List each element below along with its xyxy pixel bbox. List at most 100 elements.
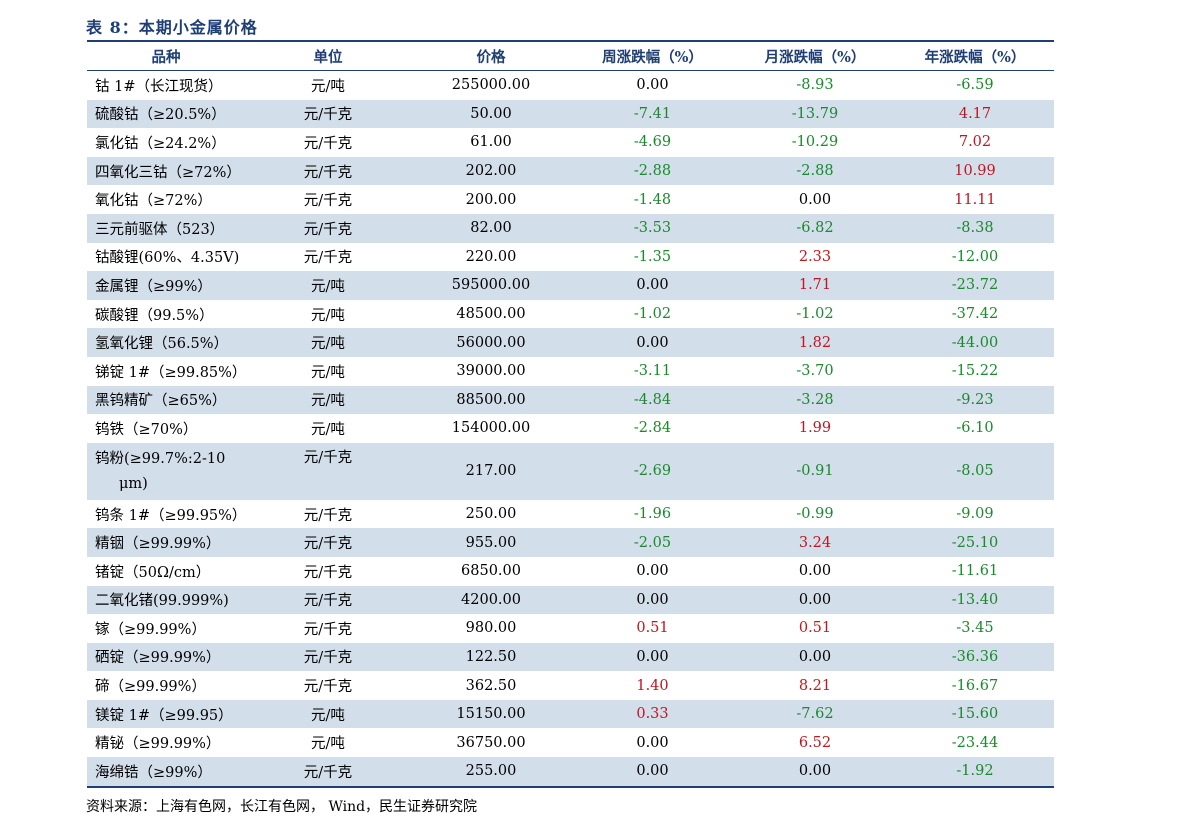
variety-cell: 钴酸锂(60%、4.35V) [95, 250, 240, 267]
monthly-change-cell: 3.24 [798, 534, 832, 551]
unit-cell: 元/千克 [303, 250, 353, 267]
header-unit: 单位 [313, 48, 343, 66]
yearly-change-cell: -3.45 [956, 620, 994, 637]
weekly-change-cell: -2.84 [633, 420, 672, 437]
monthly-change-cell: 1.99 [798, 420, 832, 437]
variety-cell: 金属锂（≥99%） [95, 278, 212, 295]
monthly-change-cell: -7.62 [796, 706, 834, 723]
monthly-change-cell: -6.82 [796, 220, 834, 237]
price-cell: 980.00 [465, 620, 517, 637]
weekly-change-cell: 0.51 [636, 620, 669, 637]
unit-cell: 元/千克 [303, 764, 353, 781]
price-cell: 122.50 [465, 648, 517, 665]
unit-cell: 元/千克 [303, 164, 353, 181]
unit-cell: 元/千克 [303, 107, 353, 124]
yearly-change-cell: -6.10 [956, 420, 994, 437]
monthly-change-cell: -3.28 [796, 391, 834, 408]
monthly-change-cell: -0.99 [796, 506, 834, 523]
unit-cell: 元/千克 [303, 449, 353, 466]
monthly-change-cell: -1.02 [796, 306, 834, 323]
price-cell: 955.00 [465, 534, 517, 551]
unit-cell: 元/千克 [303, 536, 353, 553]
yearly-change-cell: -23.44 [951, 734, 999, 751]
yearly-change-cell: -15.60 [951, 706, 999, 723]
variety-cell: 黑钨精矿（≥65%） [95, 393, 227, 410]
variety-cell: 二氧化锗(99.999%) [95, 593, 229, 610]
weekly-change-cell: -1.96 [633, 506, 672, 523]
weekly-change-cell: -1.48 [633, 191, 672, 208]
monthly-change-cell: 1.82 [798, 334, 832, 351]
variety-cell: 钨铁（≥70%） [95, 421, 198, 438]
weekly-change-cell: -2.69 [633, 463, 672, 480]
unit-cell: 元/吨 [311, 421, 345, 438]
unit-cell: 元/千克 [303, 564, 353, 581]
variety-cell: 钴 1#（长江现货） [95, 78, 223, 95]
price-cell: 255000.00 [451, 77, 531, 94]
yearly-change-cell: -37.42 [951, 306, 999, 323]
weekly-change-cell: 0.33 [636, 706, 669, 723]
table-row: 钨条 1#（≥99.95%） 元/千克 250.00 -1.96 -0.99 -9.09 [87, 500, 1054, 529]
unit-cell: 元/吨 [311, 307, 345, 324]
header-variety: 品种 [151, 48, 181, 66]
price-cell: 6850.00 [461, 563, 521, 580]
monthly-change-cell: 2.33 [798, 248, 832, 265]
table-row: 碲（≥99.99%） 元/千克 362.50 1.40 8.21 -16.67 [87, 671, 1054, 700]
price-cell: 88500.00 [456, 391, 526, 408]
table-row: 氢氧化锂（56.5%） 元/吨 56000.00 0.00 1.82 -44.00 [87, 328, 1054, 357]
price-cell: 39000.00 [456, 363, 526, 380]
weekly-change-cell: -3.53 [633, 220, 672, 237]
table-body: 钴 1#（长江现货） 元/吨 255000.00 0.00 -8.93 -6.59 硫酸钴（… [87, 71, 1054, 786]
variety-line-1: 钨粉(≥99.7%:2-10 [95, 450, 226, 467]
header-price: 价格 [476, 48, 506, 66]
variety-cell: 锑锭 1#（≥99.85%） [95, 364, 247, 381]
yearly-change-cell: -1.92 [956, 763, 994, 780]
price-cell: 200.00 [465, 191, 517, 208]
weekly-change-cell: 1.40 [636, 677, 669, 694]
table-row: 钴酸锂(60%、4.35V) 元/千克 220.00 -1.35 2.33 -12.00 [87, 243, 1054, 272]
unit-cell: 元/吨 [311, 278, 345, 295]
yearly-change-cell: -15.22 [951, 363, 999, 380]
price-cell: 154000.00 [451, 420, 531, 437]
variety-cell: 钨条 1#（≥99.95%） [95, 507, 247, 524]
table-row: 锗锭（50Ω/cm） 元/千克 6850.00 0.00 0.00 -11.61 [87, 557, 1054, 586]
variety-cell: 碲（≥99.99%） [95, 679, 206, 696]
yearly-change-cell: -9.23 [956, 391, 994, 408]
variety-cell: 精铟（≥99.99%） [95, 536, 221, 553]
price-cell: 36750.00 [456, 734, 526, 751]
yearly-change-cell: 7.02 [958, 134, 992, 151]
table-row: 镁锭 1#（≥99.95） 元/吨 15150.00 0.33 -7.62 -15.60 [87, 699, 1054, 729]
table-title: 表 8：本期小金属价格 [86, 18, 258, 37]
unit-cell: 元/吨 [311, 336, 345, 353]
table-row: 黑钨精矿（≥65%） 元/吨 88500.00 -4.84 -3.28 -9.23 [87, 385, 1054, 415]
table-row: 硫酸钴（≥20.5%） 元/千克 50.00 -7.41 -13.79 4.17 [87, 99, 1054, 129]
header-weekly-change: 周涨跌幅（%） [602, 48, 703, 66]
yearly-change-cell: -44.00 [951, 334, 999, 351]
variety-cell: 硫酸钴（≥20.5%） [95, 107, 226, 124]
variety-cell: 氢氧化锂（56.5%） [95, 336, 229, 353]
unit-cell: 元/千克 [303, 621, 353, 638]
variety-cell: 镓（≥99.99%） [95, 621, 206, 638]
weekly-change-cell: -1.02 [633, 306, 672, 323]
table-header-row: 品种 单位 价格 周涨跌幅（%） 月涨跌幅（%） 年涨跌幅（%） [87, 42, 1054, 71]
table-row: 金属锂（≥99%） 元/吨 595000.00 0.00 1.71 -23.72 [87, 271, 1054, 300]
variety-cell: 碳酸锂（99.5%） [95, 307, 214, 324]
monthly-change-cell: -10.29 [791, 134, 839, 151]
price-cell: 56000.00 [456, 334, 526, 351]
table-row: 锑锭 1#（≥99.85%） 元/吨 39000.00 -3.11 -3.70 -15.2… [87, 357, 1054, 386]
variety-cell: 三元前驱体（523） [95, 221, 225, 238]
yearly-change-cell: -8.38 [956, 220, 994, 237]
source-note: 资料来源：上海有色网，长江有色网， Wind，民生证券研究院 [86, 799, 478, 815]
table-row: 硒锭（≥99.99%） 元/千克 122.50 0.00 0.00 -36.36 [87, 642, 1054, 672]
price-cell: 61.00 [470, 134, 512, 151]
weekly-change-cell: 0.00 [636, 277, 669, 294]
unit-cell: 元/千克 [303, 650, 353, 667]
yearly-change-cell: -36.36 [951, 648, 999, 665]
monthly-change-cell: 0.00 [798, 563, 832, 580]
variety-cell: 钨粉(≥99.7%:2-10 μm) [87, 443, 245, 500]
variety-line-2: μm) [119, 475, 148, 492]
yearly-change-cell: -8.05 [956, 463, 994, 480]
yearly-change-cell: 10.99 [954, 163, 996, 180]
monthly-change-cell: 0.00 [798, 648, 832, 665]
unit-cell: 元/吨 [311, 736, 345, 753]
monthly-change-cell: -3.70 [796, 363, 834, 380]
